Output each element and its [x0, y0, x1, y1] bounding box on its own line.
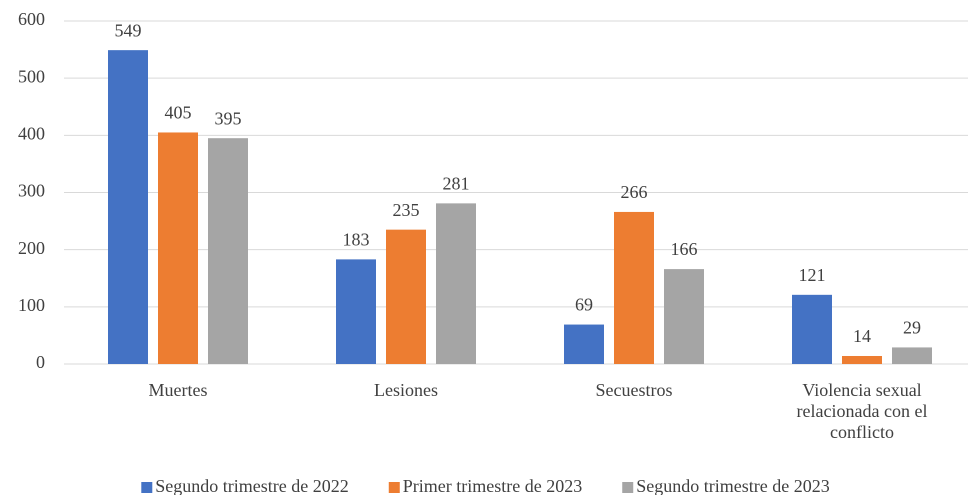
- legend-label: Primer trimestre de 2023: [403, 476, 582, 495]
- data-label: 29: [903, 318, 921, 338]
- data-label: 395: [215, 108, 242, 128]
- data-label: 121: [799, 265, 826, 285]
- y-tick-label: 500: [18, 66, 45, 86]
- bar: [792, 294, 832, 364]
- bar: [564, 324, 604, 364]
- data-label: 405: [165, 103, 192, 123]
- bar: [386, 229, 426, 364]
- legend-swatch: [388, 482, 400, 493]
- data-label: 166: [671, 239, 698, 259]
- y-tick-label: 400: [18, 123, 45, 143]
- legend-label: Segundo trimestre de 2022: [155, 476, 348, 495]
- bar: [614, 211, 654, 364]
- y-tick-label: 300: [18, 181, 45, 201]
- x-tick-label: Secuestros: [595, 380, 673, 400]
- legend-swatch: [622, 482, 634, 493]
- data-label: 14: [853, 326, 871, 346]
- bar: [436, 203, 476, 364]
- x-tick-label: Violencia sexual relacionada con el conf…: [796, 380, 928, 442]
- data-label: 266: [621, 182, 648, 202]
- y-tick-label: 200: [18, 238, 45, 258]
- legend-swatch: [141, 482, 153, 493]
- data-label: 549: [115, 20, 142, 40]
- data-label: 281: [443, 173, 470, 193]
- legend-label: Segundo trimestre de 2023: [636, 476, 829, 495]
- data-label: 183: [343, 230, 370, 250]
- bar: [336, 259, 376, 364]
- y-tick-label: 0: [36, 352, 45, 372]
- x-tick-label: Lesiones: [374, 380, 438, 400]
- x-tick-label: Muertes: [148, 380, 208, 400]
- bar: [208, 138, 248, 364]
- bar: [892, 347, 932, 364]
- y-tick-label: 600: [18, 9, 45, 29]
- data-label: 69: [575, 295, 593, 315]
- bar: [108, 50, 148, 364]
- bar: [842, 355, 882, 364]
- data-label: 235: [393, 200, 420, 220]
- bar: [664, 269, 704, 364]
- y-tick-label: 100: [18, 295, 45, 315]
- bar: [158, 132, 198, 364]
